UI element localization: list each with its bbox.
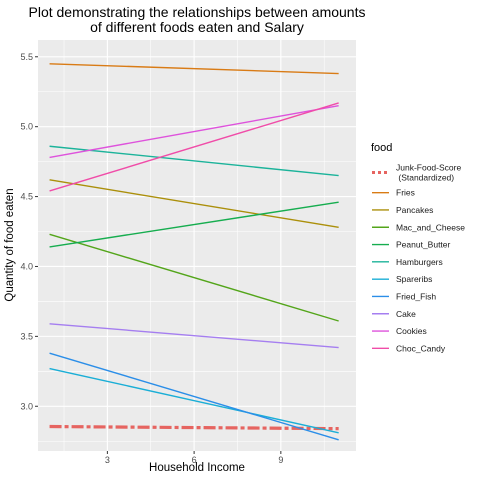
legend-title: food — [371, 142, 392, 154]
legend-label: Peanut_Butter — [396, 240, 451, 250]
y-tick-label: 4.5 — [20, 192, 33, 202]
legend-label: Junk-Food-Score — [396, 163, 461, 173]
series-line-pancakes — [49, 179, 339, 229]
plot-panel — [38, 40, 356, 451]
series-line-hamburgers — [49, 145, 339, 177]
chart-title-line-2: of different foods eaten and Salary — [90, 19, 304, 35]
x-tick-label: 3 — [105, 455, 110, 465]
legend-label: Mac_and_Cheese — [396, 222, 465, 232]
series-line-spareribs — [49, 367, 339, 434]
y-tick-label: 5.0 — [20, 122, 33, 132]
legend-label: Pancakes — [396, 205, 433, 215]
y-tick-label: 4.0 — [20, 261, 33, 271]
series-line-cookies — [49, 105, 339, 159]
series-line-junk-food-score — [49, 424, 339, 431]
series-line-choc-candy — [49, 102, 339, 192]
series-line-peanut-butter — [49, 201, 339, 248]
y-tick-label: 3.0 — [20, 401, 33, 411]
y-tick-label: 3.5 — [20, 331, 33, 341]
series-layer — [49, 63, 339, 441]
y-tick-label: 5.5 — [20, 52, 33, 62]
legend-label: Fried_Fish — [396, 291, 436, 301]
legend-label: Spareribs — [396, 274, 432, 284]
legend-label: (Standardized) — [396, 173, 454, 183]
chart-title-line-1: Plot demonstrating the relationships bet… — [29, 4, 366, 20]
legend: food Junk-Food-Score (Standardized) Fries… — [371, 142, 465, 353]
legend-label: Fries — [396, 188, 415, 198]
x-tick-label: 9 — [278, 455, 283, 465]
y-axis-ticks: 3.0 3.5 4.0 4.5 5.0 5.5 — [20, 52, 38, 411]
legend-label: Cake — [396, 309, 416, 319]
y-axis-title: Quantity of food eaten — [4, 188, 16, 301]
x-axis-ticks: 3 6 9 — [105, 451, 283, 465]
legend-label: Choc_Candy — [396, 343, 446, 353]
x-tick-label: 6 — [192, 455, 197, 465]
x-axis-title: Household Income — [149, 462, 245, 474]
legend-label: Cookies — [396, 326, 427, 336]
series-line-mac-and-cheese — [49, 233, 339, 322]
legend-label: Hamburgers — [396, 257, 443, 267]
series-line-fried-fish — [49, 352, 339, 441]
series-line-fries — [49, 63, 339, 75]
series-line-cake — [49, 323, 339, 349]
